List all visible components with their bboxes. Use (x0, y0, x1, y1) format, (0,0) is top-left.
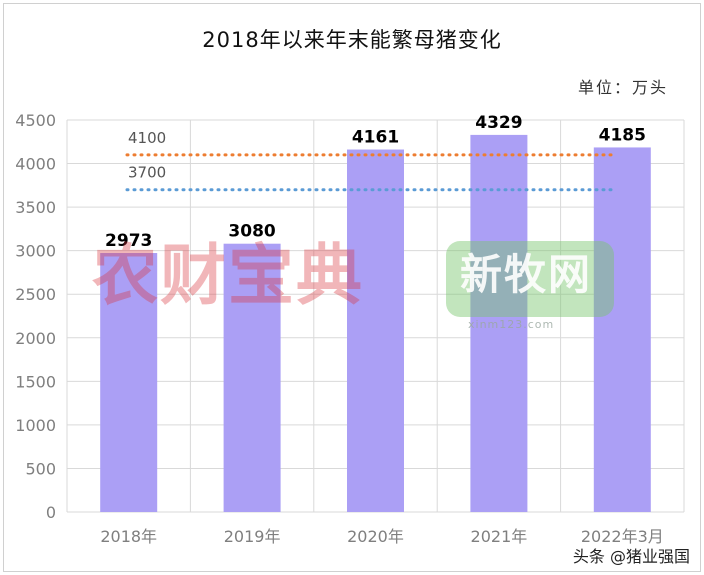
y-tick-label: 500 (25, 459, 56, 478)
chart-title: 2018年以来年末能繁母猪变化 (202, 28, 502, 52)
bar (223, 243, 281, 512)
watermark-nongcai: 农财宝典 (92, 237, 364, 314)
x-tick-label: 2018年 (100, 527, 157, 546)
bar (593, 147, 651, 512)
bar (100, 253, 158, 512)
y-tick-label: 4500 (15, 111, 56, 130)
y-tick-label: 0 (46, 503, 56, 522)
x-tick-label: 2021年 (471, 527, 528, 546)
footer-credit: 头条 @猪业强国 (572, 547, 690, 566)
y-tick-label: 2500 (15, 285, 56, 304)
y-tick-label: 1500 (15, 372, 56, 391)
data-label: 4329 (475, 113, 522, 133)
x-tick-label: 2020年 (347, 527, 404, 546)
data-label: 4185 (599, 125, 646, 145)
data-labels: 2973 3080 4161 4329 4185 (105, 113, 646, 251)
y-axis-ticks: 0 500 1000 1500 2000 2500 3000 3500 4000 4500 (15, 111, 56, 522)
y-tick-label: 3000 (15, 242, 56, 261)
x-tick-label: 2019年 (224, 527, 281, 546)
reference-line-label: 4100 (128, 129, 166, 147)
x-tick-label: 2022年3月 (581, 527, 664, 546)
y-tick-label: 1000 (15, 416, 56, 435)
unit-label: 单位：万头 (577, 78, 668, 97)
bar (470, 134, 528, 512)
reference-line-label: 3700 (128, 164, 166, 182)
watermark-xinmu-badge (446, 241, 614, 317)
watermark-xinmu-url: xinm123.com (468, 318, 555, 331)
data-label: 3080 (228, 222, 275, 242)
data-label: 4161 (352, 128, 399, 148)
bar (347, 149, 404, 512)
y-tick-label: 4000 (15, 155, 56, 174)
watermark-xinmu: 新牧网 (460, 250, 593, 299)
y-tick-label: 2000 (15, 329, 56, 348)
x-axis-ticks: 2018年 2019年 2020年 2021年 2022年3月 (100, 527, 663, 546)
bars (100, 134, 651, 512)
reference-lines: 4100 3700 (125, 129, 618, 192)
y-tick-label: 3500 (15, 198, 56, 217)
data-label: 2973 (105, 231, 152, 251)
